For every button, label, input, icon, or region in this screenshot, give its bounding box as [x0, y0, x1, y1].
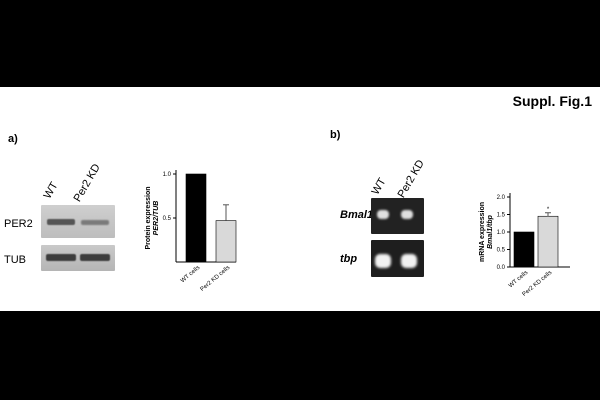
y-tick-label: 1.5: [497, 213, 506, 219]
x-category-label: WT cells: [508, 270, 529, 289]
y-tick-label: 0.5: [497, 248, 506, 254]
bar: [537, 215, 559, 268]
chart-mrna-expression: 0.0 0.5 1.0 1.5 2.0 mRNA expression Bmal1/tbp W…: [479, 193, 570, 298]
x-category-label: WT cells: [180, 265, 201, 284]
y-tick-label: 1.0: [497, 230, 506, 236]
panel-b-label: b): [330, 129, 341, 141]
y-tick-label: 0.5: [163, 216, 172, 222]
row-label-tbp: tbp: [340, 253, 358, 265]
y-axis-label: mRNA expression: [479, 202, 486, 262]
lane-label-per2kd-b: Per2 KD: [395, 157, 427, 200]
y-axis-label-ratio: Bmal1/tbp: [487, 214, 494, 249]
row-label-tub: TUB: [4, 254, 26, 266]
panel-a-label: a): [8, 133, 18, 145]
significance-marker: *: [547, 207, 550, 213]
bar: [215, 220, 237, 263]
x-category-label: Per2 KD cells: [200, 265, 232, 293]
y-axis-label-ratio: PER2/TUB: [153, 201, 160, 236]
gel-tbp: [371, 240, 424, 277]
lane-label-wt-a: WT: [41, 180, 61, 201]
lane-label-wt-b: WT: [369, 176, 389, 197]
western-blot-per2: [41, 205, 115, 238]
bar: [185, 173, 207, 263]
y-axis-label: Protein expression: [145, 186, 152, 249]
bar: [513, 231, 535, 268]
y-tick-label: 1.0: [163, 172, 172, 178]
gel-bmal1: [371, 198, 424, 234]
western-blot-tub: [41, 245, 115, 271]
figure-panel: Suppl. Fig.1 a) WT Per2 KD PER2 TUB 0.5 1…: [0, 87, 600, 311]
row-label-per2: PER2: [4, 218, 33, 230]
row-label-bmal1: Bmal1: [340, 209, 374, 221]
figure-title: Suppl. Fig.1: [512, 93, 592, 109]
y-tick-label: 2.0: [497, 195, 506, 201]
chart-protein-expression: 0.5 1.0 Protein expression PER2/TUB WT cells…: [145, 170, 237, 293]
lane-label-per2kd-a: Per2 KD: [71, 161, 103, 204]
y-tick-label: 0.0: [497, 265, 506, 271]
